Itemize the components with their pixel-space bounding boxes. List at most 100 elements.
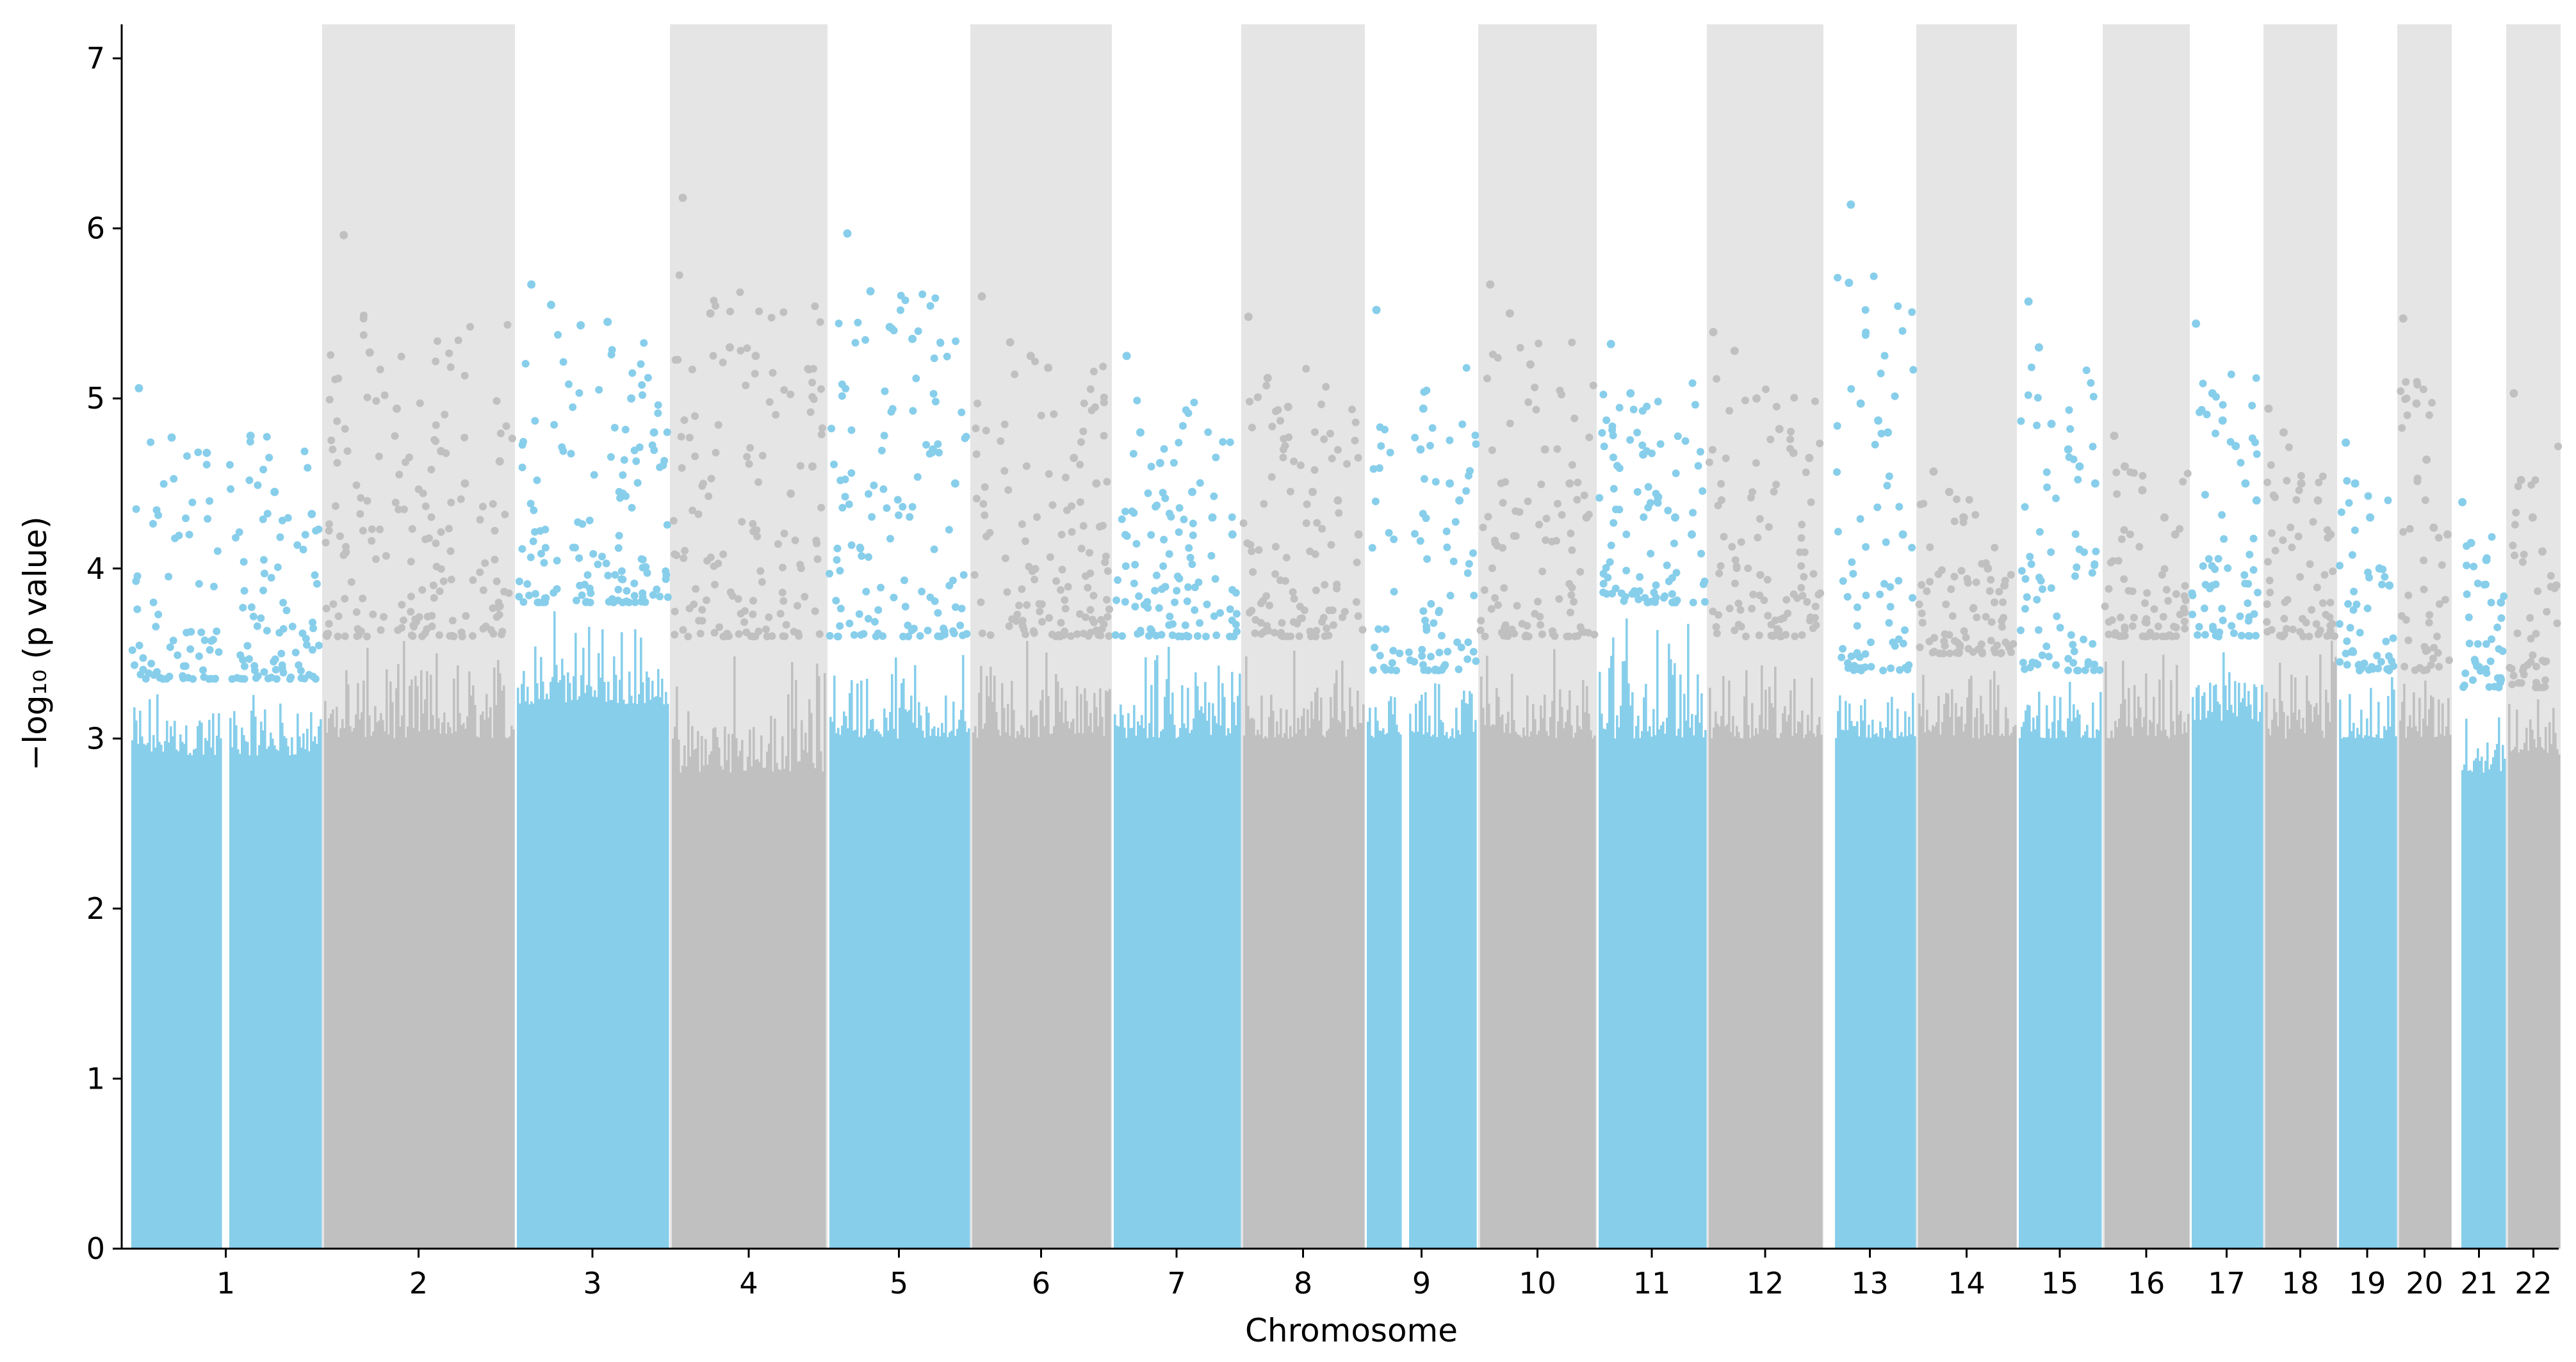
point-column [1920,716,1923,1249]
peak-point [2091,479,2099,488]
point-column [2401,702,2404,1249]
point-column [2199,720,2202,1249]
data-point [662,575,670,583]
data-point [705,492,713,501]
data-point [2074,667,2082,675]
point-column [1253,719,1255,1249]
data-point [2476,667,2484,675]
point-column [1966,697,1969,1249]
point-column [1637,715,1640,1249]
data-point [1797,534,1806,542]
peak-point [2326,530,2335,539]
data-point [2200,604,2208,613]
data-point [554,330,562,339]
point-column [272,738,274,1249]
point-column [357,683,359,1249]
point-column [852,731,855,1249]
point-column [1755,728,1757,1249]
data-point [2399,528,2408,536]
point-column [279,703,282,1249]
data-point [2404,591,2413,599]
data-point [2342,649,2350,658]
point-column [1308,728,1311,1249]
point-column [1700,693,1703,1249]
data-point [931,597,939,605]
data-point [1446,592,1455,600]
point-column [691,726,694,1249]
data-point [1973,613,1981,622]
data-point [1189,531,1197,539]
data-point [669,517,678,525]
point-column [1515,731,1517,1249]
data-point [301,531,309,539]
point-column [1654,735,1657,1249]
data-point [841,492,849,501]
data-point [1368,544,1376,552]
point-column [1995,709,1998,1249]
data-point [2312,620,2320,628]
point-column [1618,727,1620,1249]
data-point [2381,572,2389,581]
point-column [706,765,709,1249]
data-point [1866,638,1875,646]
data-point [941,630,949,638]
point-column [1175,738,1178,1249]
point-column [1171,692,1174,1249]
data-point [812,537,820,545]
data-point [2518,558,2527,566]
data-point [428,612,436,620]
point-column [1651,736,1653,1249]
data-point [1714,501,1722,510]
point-column [2001,733,2003,1249]
data-point [1843,659,1852,667]
data-point [1716,562,1725,570]
data-point [2461,669,2470,677]
data-point [620,456,628,464]
point-column [2116,727,2119,1249]
point-column [548,699,550,1249]
point-column [1677,728,1680,1249]
data-point [1086,549,1094,557]
peak-point [1416,445,1425,454]
data-point [914,327,922,336]
data-point [1952,495,1961,503]
data-point [2263,600,2271,608]
point-column [816,663,819,1249]
point-column [551,677,554,1249]
data-point [1469,549,1477,557]
data-point [1444,647,1452,656]
point-column [273,745,276,1249]
point-column [306,729,309,1249]
data-point [1513,601,1521,610]
data-point [847,426,856,434]
point-column [191,755,193,1249]
data-point [2519,667,2527,675]
point-column [663,704,665,1249]
point-column [787,694,790,1249]
point-column [409,685,411,1249]
data-point [1638,441,1647,450]
point-column [2508,704,2511,1249]
data-point [291,649,300,657]
data-point [1654,499,1662,507]
data-point [1430,619,1438,628]
data-point [159,480,168,488]
point-column [1442,722,1444,1249]
point-column [1627,683,1630,1249]
point-column [464,728,467,1249]
data-point [1708,446,1716,454]
data-point [503,321,512,329]
point-column [1059,711,1061,1249]
data-point [437,565,445,573]
data-point [1494,601,1502,609]
data-point [2183,469,2192,478]
data-point [617,575,626,583]
data-point [1479,523,1487,531]
data-point [1609,453,1617,462]
point-column [216,735,218,1249]
point-column [1720,716,1723,1249]
point-column [164,741,167,1249]
point-column [758,762,761,1249]
data-point [1196,479,1204,487]
